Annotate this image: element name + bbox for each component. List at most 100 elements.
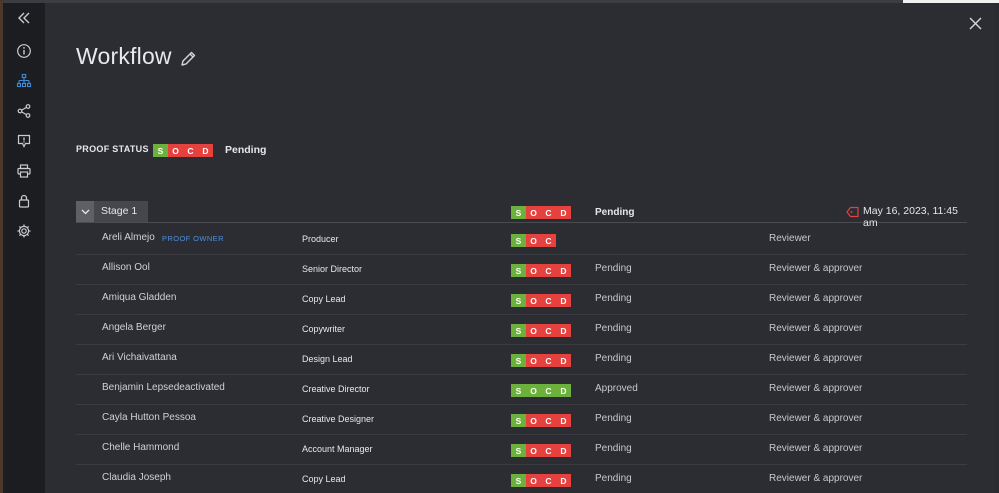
- reviewer-decision: Pending: [595, 353, 632, 364]
- print-button[interactable]: [3, 158, 45, 184]
- status-letter-o: O: [526, 324, 541, 337]
- reviewer-permission[interactable]: Reviewer & approver: [769, 323, 863, 334]
- reviewer-permission[interactable]: Reviewer & approver: [769, 353, 863, 364]
- status-letter-s: S: [511, 414, 526, 427]
- close-button[interactable]: [964, 12, 986, 34]
- info-button[interactable]: [3, 38, 45, 64]
- reviewer-role: Design Lead: [302, 354, 353, 364]
- reviewer-decision: Pending: [595, 263, 632, 274]
- reviewer-permission[interactable]: Reviewer & approver: [769, 443, 863, 454]
- reviewer-name: Claudia Joseph: [102, 472, 171, 483]
- window-top-right-edge: [903, 0, 999, 3]
- status-letter-o: O: [526, 264, 541, 277]
- proof-status-label: PROOF STATUS: [76, 144, 149, 154]
- reviewer-decision: Pending: [595, 473, 632, 484]
- reviewer-name: Angela Berger: [102, 322, 166, 333]
- reviewer-permission[interactable]: Reviewer & approver: [769, 383, 863, 394]
- proof-status-value: Pending: [225, 144, 267, 156]
- stage-toggle-button[interactable]: [76, 201, 94, 222]
- status-letter-d: D: [556, 324, 571, 337]
- reviewer-row[interactable]: Cayla Hutton Pessoa Creative Designer S O C D…: [76, 405, 967, 435]
- reviewer-row[interactable]: Amiqua Gladden Copy Lead S O C D Pending Review…: [76, 285, 967, 315]
- reviewer-role: Copywriter: [302, 324, 346, 334]
- status-letter-s: S: [511, 354, 526, 367]
- window-left-edge: [0, 0, 3, 493]
- reviewer-name: Allison Ool: [102, 262, 150, 273]
- reviewer-row[interactable]: Angela Berger Copywriter S O C D Pending Review…: [76, 315, 967, 345]
- reviewer-decision: Pending: [595, 443, 632, 454]
- reviewer-role: Account Manager: [302, 444, 373, 454]
- reviewer-permission[interactable]: Reviewer: [769, 233, 811, 244]
- stage-status: Pending: [595, 207, 635, 218]
- reviewer-permission[interactable]: Reviewer & approver: [769, 473, 863, 484]
- reviewer-role: Producer: [302, 234, 339, 244]
- reviewer-role: Senior Director: [302, 264, 363, 274]
- status-letter-d: D: [556, 354, 571, 367]
- status-letter-d: D: [556, 264, 571, 277]
- status-letter-o: O: [526, 384, 541, 397]
- stage-name[interactable]: Stage 1: [94, 201, 148, 222]
- status-letter-o: O: [526, 474, 541, 487]
- reviewer-row[interactable]: Chelle Hammond Account Manager S O C D Pending…: [76, 435, 967, 465]
- status-letter-s: S: [511, 474, 526, 487]
- status-letter-o: O: [526, 444, 541, 457]
- collapse-sidebar-button[interactable]: [3, 5, 45, 31]
- deadline-tag-icon: [846, 206, 859, 218]
- status-letter-c: C: [541, 444, 556, 457]
- status-letter-c: C: [541, 294, 556, 307]
- workflow-icon: [16, 73, 32, 88]
- reviewer-decision: Pending: [595, 293, 632, 304]
- status-letter-c: C: [541, 414, 556, 427]
- reviewer-role: Copy Lead: [302, 294, 346, 304]
- status-letter-d: D: [556, 384, 571, 397]
- reviewer-decision: Pending: [595, 323, 632, 334]
- status-letter-d: D: [556, 206, 571, 219]
- settings-icon: [17, 224, 31, 238]
- reviewer-role: Creative Designer: [302, 414, 375, 424]
- reviewer-row[interactable]: Benjamin Lepsedeactivated Creative Direct…: [76, 375, 967, 405]
- reviewer-row[interactable]: Claudia Joseph Copy Lead S O C D Pending Review…: [76, 465, 967, 493]
- collapse-icon: [18, 12, 30, 24]
- settings-button[interactable]: [3, 218, 45, 244]
- reviewer-permission[interactable]: Reviewer & approver: [769, 413, 863, 424]
- reviewer-name: Ari Vichaivattana: [102, 352, 177, 363]
- reviewer-permission[interactable]: Reviewer & approver: [769, 263, 863, 274]
- status-letter-s: S: [511, 384, 526, 397]
- reviewer-row[interactable]: Allison Ool Senior Director S O C D Pending Rev…: [76, 255, 967, 285]
- reviewer-row[interactable]: Areli Almejo PROOF OWNER Producer S O C Review…: [76, 225, 967, 255]
- status-letter-c: C: [183, 144, 198, 157]
- status-letter-o: O: [526, 294, 541, 307]
- reviewer-name: Amiqua Gladden: [102, 292, 177, 303]
- reviewer-permission[interactable]: Reviewer & approver: [769, 293, 863, 304]
- reviewer-name: Areli Almejo: [102, 232, 155, 243]
- status-letter-s: S: [511, 294, 526, 307]
- status-letter-s: S: [511, 206, 526, 219]
- lock-button[interactable]: [3, 188, 45, 214]
- workflow-button[interactable]: [3, 68, 45, 94]
- status-letter-s: S: [511, 324, 526, 337]
- status-letter-d: D: [556, 414, 571, 427]
- status-letter-d: D: [556, 294, 571, 307]
- comment-button[interactable]: [3, 128, 45, 154]
- status-letter-c: C: [541, 474, 556, 487]
- share-button[interactable]: [3, 98, 45, 124]
- reviewer-name: Benjamin Lepsedeactivated: [102, 382, 225, 393]
- reviewer-list: Areli Almejo PROOF OWNER Producer S O C Review…: [76, 225, 967, 493]
- status-letter-s: S: [511, 444, 526, 457]
- lock-icon: [18, 194, 30, 208]
- reviewer-row[interactable]: Ari Vichaivattana Design Lead S O C D Pending R…: [76, 345, 967, 375]
- status-letter-c: C: [541, 324, 556, 337]
- edit-title-button[interactable]: [178, 49, 198, 69]
- status-letter-o: O: [168, 144, 183, 157]
- share-icon: [17, 104, 31, 118]
- page-title: Workflow: [76, 43, 172, 69]
- status-letter-c: C: [541, 354, 556, 367]
- sidebar: [3, 3, 45, 493]
